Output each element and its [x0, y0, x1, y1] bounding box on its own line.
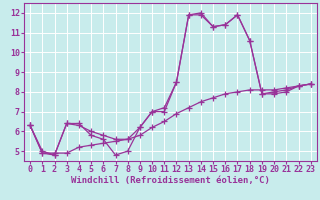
X-axis label: Windchill (Refroidissement éolien,°C): Windchill (Refroidissement éolien,°C) [71, 176, 270, 185]
